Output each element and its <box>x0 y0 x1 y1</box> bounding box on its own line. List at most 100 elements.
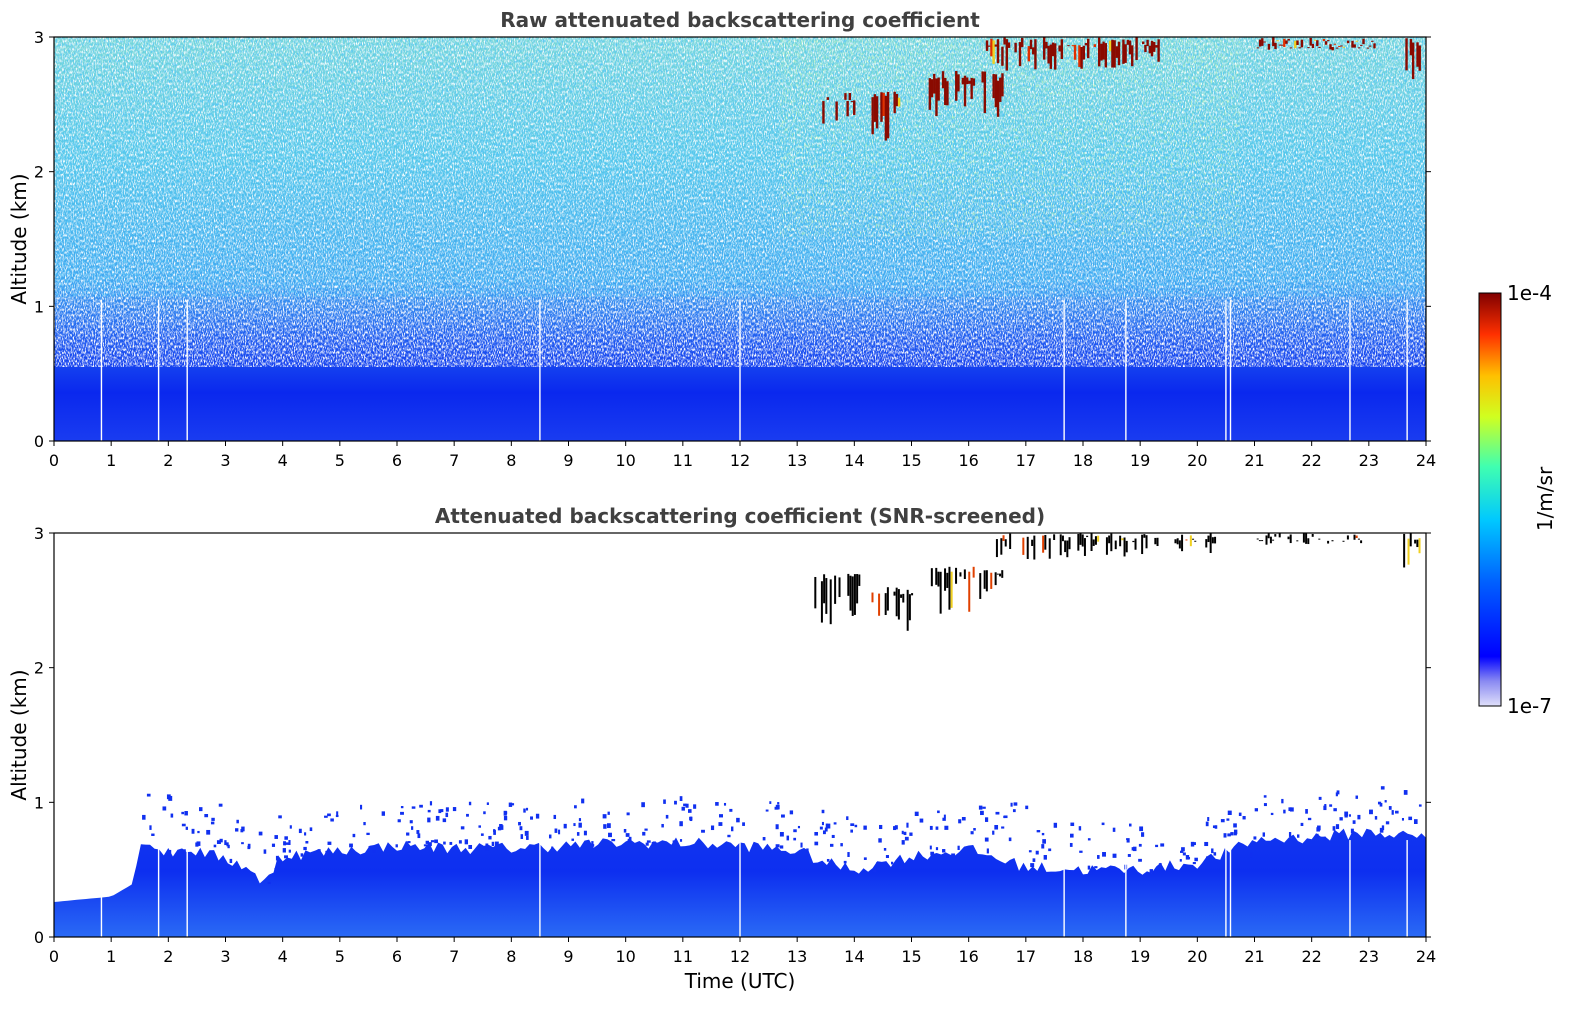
aerosol-speck <box>826 858 830 862</box>
aerosol-speck <box>980 810 984 816</box>
aerosol-speck <box>372 849 376 853</box>
cloud-echo <box>988 45 991 47</box>
aerosol-speck <box>1030 863 1035 868</box>
aerosol-speck <box>1180 850 1184 853</box>
cloud-echo <box>1305 533 1308 544</box>
cloud-echo <box>1145 535 1148 549</box>
aerosol-speck <box>687 809 692 813</box>
cloud-echo <box>1098 37 1101 67</box>
aerosol-speck <box>1344 811 1349 817</box>
aerosol-speck <box>1003 815 1008 819</box>
cloud-echo <box>972 78 976 86</box>
aerosol-speck <box>1357 814 1361 820</box>
aerosol-speck <box>984 817 989 822</box>
cloud-echo <box>981 71 984 83</box>
cloud-echo <box>930 79 934 98</box>
aerosol-speck <box>982 806 986 809</box>
aerosol-speck <box>520 834 524 840</box>
aerosol-speck <box>701 829 705 833</box>
y-tick-label: 1 <box>34 793 44 812</box>
cloud-echo <box>1001 46 1004 66</box>
aerosol-speck <box>1283 809 1286 814</box>
cloud-echo <box>1357 47 1361 49</box>
x-tick-label: 22 <box>1301 947 1321 966</box>
cloud-echo <box>1119 535 1122 547</box>
aerosol-speck <box>1401 817 1405 821</box>
aerosol-speck <box>1318 796 1322 800</box>
cloud-echo <box>1307 47 1310 49</box>
x-tick-label: 5 <box>335 947 345 966</box>
cloud-echo <box>1278 44 1282 46</box>
aerosol-speck <box>641 802 645 808</box>
cloud-echo <box>1357 538 1360 540</box>
aerosol-speck <box>1012 809 1016 813</box>
cloud-echo <box>1150 40 1154 57</box>
aerosol-speck <box>1069 842 1073 847</box>
x-tick-label: 6 <box>392 947 402 966</box>
aerosol-speck <box>833 822 837 825</box>
cloud-echo <box>856 574 859 604</box>
cloud-echo <box>1114 540 1117 550</box>
aerosol-speck <box>483 811 486 815</box>
cloud-echo <box>935 78 938 117</box>
aerosol-speck <box>1263 803 1267 807</box>
aerosol-speck <box>327 841 332 845</box>
x-tick-label: 8 <box>506 947 516 966</box>
aerosol-speck <box>1380 786 1385 790</box>
cloud-echo <box>1280 44 1284 46</box>
aerosol-speck <box>627 838 631 843</box>
cloud-echo <box>1067 45 1070 47</box>
aerosol-speck <box>1335 824 1340 830</box>
aerosol-speck <box>324 815 328 818</box>
cloud-echo <box>963 569 966 579</box>
aerosol-speck <box>1300 822 1304 826</box>
aerosol-speck <box>1126 838 1130 843</box>
aerosol-speck <box>406 832 410 836</box>
aerosol-speck <box>843 860 847 864</box>
cloud-echo <box>1360 540 1363 544</box>
aerosol-speck <box>935 826 939 830</box>
aerosol-speck <box>1374 816 1378 820</box>
aerosol-speck <box>440 809 444 813</box>
aerosol-speck <box>821 809 825 814</box>
snr-x-axis: 0 1 2 3 4 5 6 7 8 9 10 11 12 13 14 15 16 17 18 19 20 21 22 23 24 <box>49 937 1436 966</box>
cloud-echo <box>884 593 887 616</box>
cloud-echo <box>970 77 973 99</box>
cloud-echo <box>968 571 971 612</box>
aerosol-speck <box>1263 795 1267 798</box>
cloud-echo <box>983 570 986 589</box>
aerosol-speck <box>665 814 669 819</box>
x-tick-label: 13 <box>787 451 807 470</box>
cloud-echo <box>955 70 958 101</box>
cloud-echo <box>1126 39 1130 45</box>
cloud-echo <box>1009 533 1012 550</box>
aerosol-speck <box>1087 865 1091 870</box>
aerosol-speck <box>504 811 508 815</box>
cloud-echo <box>1143 534 1146 538</box>
aerosol-speck <box>652 841 656 847</box>
aerosol-speck <box>349 843 353 848</box>
aerosol-speck <box>1323 805 1327 811</box>
cloud-echo <box>1416 42 1419 67</box>
aerosol-speck <box>267 881 271 884</box>
aerosol-speck <box>1182 852 1186 856</box>
cloud-echo <box>1289 534 1292 544</box>
aerosol-speck <box>1179 859 1182 862</box>
aerosol-speck <box>611 838 616 842</box>
cloud-echo <box>1267 533 1270 539</box>
x-tick-label: 0 <box>49 451 59 470</box>
aerosol-speck <box>1262 832 1266 837</box>
cloud-echo <box>1071 45 1075 47</box>
cloud-echo <box>1307 538 1310 545</box>
colorbar-frame <box>1478 292 1502 707</box>
cloud-echo <box>1324 41 1328 45</box>
aerosol-speck <box>530 816 534 820</box>
aerosol-speck <box>213 844 217 848</box>
aerosol-speck <box>644 828 648 831</box>
aerosol-speck <box>1379 802 1383 807</box>
cloud-echo <box>1355 535 1358 539</box>
aerosol-speck <box>1138 858 1142 862</box>
aerosol-speck <box>683 803 687 807</box>
aerosol-speck <box>1149 869 1154 874</box>
cloud-echo <box>1115 46 1119 58</box>
